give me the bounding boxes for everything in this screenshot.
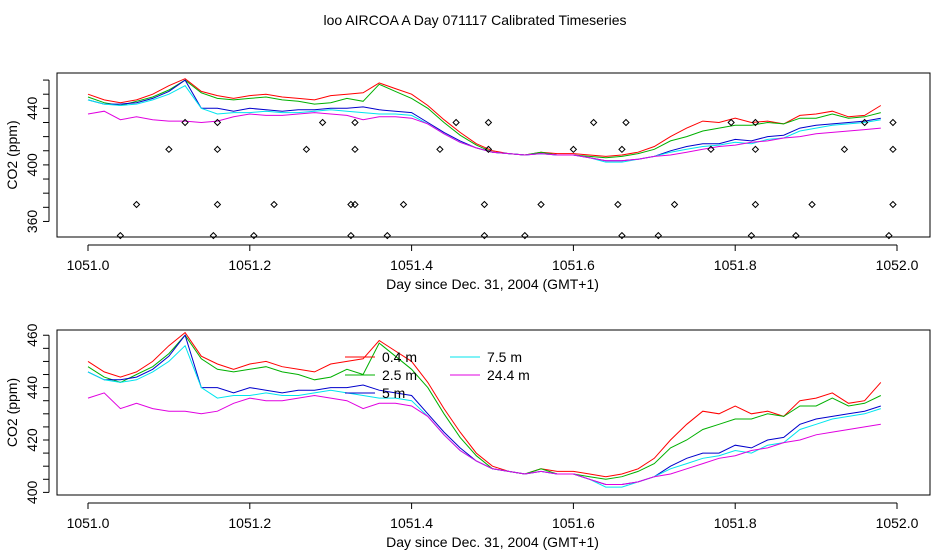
top-marker-point — [302, 145, 311, 154]
top-marker-point — [654, 231, 663, 240]
top-marker-point — [840, 145, 849, 154]
top-marker-point — [165, 145, 173, 154]
top-marker-point — [484, 118, 493, 127]
top-marker-point — [209, 231, 218, 240]
bottom-x-axis-label: Day since Dec. 31, 2004 (GMT+1) — [386, 534, 599, 550]
top-y-tick-label: 400 — [24, 153, 40, 177]
top-series-line — [87, 78, 882, 157]
bottom-y-tick-label: 420 — [24, 428, 40, 452]
top-plot-frame — [56, 72, 931, 238]
top-x-tick-label: 1051.6 — [552, 257, 595, 273]
top-x-tick-label: 1051.4 — [390, 257, 433, 273]
top-marker-point — [707, 145, 715, 154]
top-x-tick-label: 1051.2 — [228, 257, 271, 273]
top-marker-point — [537, 200, 545, 209]
top-marker-point — [670, 200, 679, 209]
top-marker-point — [213, 145, 222, 154]
figure-title: loo AIRCOA A Day 071117 Calibrated Times… — [323, 12, 627, 28]
bottom-series-line — [87, 392, 881, 485]
bottom-series-line — [87, 344, 881, 488]
top-marker-point — [347, 200, 355, 209]
top-y-tick-label: 360 — [24, 210, 40, 234]
bottom-y-tick-label: 440 — [24, 376, 40, 400]
top-marker-point — [889, 145, 897, 154]
top-marker-point — [614, 200, 622, 209]
top-series-line — [87, 110, 881, 162]
top-marker-point — [347, 231, 355, 240]
top-marker-point — [480, 200, 489, 209]
top-marker-point — [589, 118, 598, 127]
top-marker-point — [351, 118, 359, 127]
top-marker-point — [116, 231, 125, 240]
top-x-tick-label: 1051.8 — [714, 257, 757, 273]
top-marker-point — [351, 200, 359, 209]
top-marker-point — [270, 200, 278, 209]
bottom-series-line — [87, 331, 882, 478]
top-marker-point — [383, 231, 392, 240]
bottom-legend-label: 2.5 m — [382, 367, 417, 383]
top-marker-point — [521, 231, 529, 240]
top-marker-point — [747, 231, 756, 240]
top-marker-point — [318, 118, 327, 127]
top-marker-point — [751, 200, 760, 209]
top-marker-point — [727, 118, 735, 127]
top-x-tick-label: 1051.0 — [67, 257, 110, 273]
bottom-legend-label: 24.4 m — [487, 367, 530, 383]
top-marker-point — [618, 231, 626, 240]
top-marker-point — [622, 118, 630, 127]
top-marker-point — [452, 118, 460, 127]
bottom-x-tick-label: 1051.4 — [390, 515, 433, 531]
top-marker-point — [181, 118, 189, 127]
top-marker-point — [132, 200, 141, 209]
top-marker-point — [484, 145, 493, 154]
top-marker-point — [860, 118, 869, 127]
bottom-x-tick-label: 1051.2 — [228, 515, 271, 531]
bottom-legend-label: 5 m — [382, 385, 405, 401]
top-marker-point — [885, 231, 893, 240]
top-marker-point — [436, 145, 444, 154]
top-marker-point — [399, 200, 408, 209]
bottom-x-tick-label: 1052.0 — [876, 515, 919, 531]
top-marker-point — [618, 145, 626, 154]
top-marker-point — [808, 200, 816, 209]
top-marker-point — [480, 231, 489, 240]
bottom-series-line — [87, 334, 882, 480]
top-y-tick-label: 440 — [24, 96, 40, 120]
top-marker-point — [213, 118, 222, 127]
top-marker-point — [889, 200, 897, 209]
top-marker-point — [751, 145, 760, 154]
top-series-line — [87, 79, 881, 159]
top-marker-point — [569, 145, 578, 154]
top-x-axis-label: Day since Dec. 31, 2004 (GMT+1) — [386, 276, 599, 292]
top-marker-point — [351, 145, 359, 154]
bottom-y-tick-label: 460 — [24, 323, 40, 347]
bottom-y-tick-label: 400 — [24, 480, 40, 504]
bottom-x-tick-label: 1051.0 — [67, 515, 110, 531]
top-y-axis-label: CO2 (ppm) — [4, 120, 20, 189]
bottom-x-tick-label: 1051.6 — [552, 515, 595, 531]
top-x-tick-label: 1052.0 — [876, 257, 919, 273]
bottom-plot-frame — [56, 329, 931, 496]
top-marker-point — [213, 200, 222, 209]
top-marker-point — [751, 118, 760, 127]
top-marker-point — [792, 231, 800, 240]
top-marker-point — [889, 118, 897, 127]
bottom-legend-label: 7.5 m — [487, 349, 522, 365]
bottom-y-axis-label: CO2 (ppm) — [4, 378, 20, 447]
bottom-legend-label: 0.4 m — [382, 349, 417, 365]
bottom-x-tick-label: 1051.8 — [714, 515, 757, 531]
top-marker-point — [250, 231, 258, 240]
